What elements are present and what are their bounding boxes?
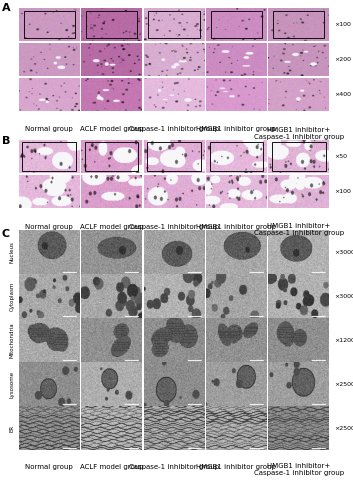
Text: ×3000: ×3000 (334, 294, 353, 298)
Text: Normal group: Normal group (25, 224, 73, 230)
Text: Cytoplasm: Cytoplasm (10, 282, 14, 310)
Bar (86, 10, 137, 38)
Text: ×25000: ×25000 (334, 426, 353, 430)
Text: Mitochondria: Mitochondria (10, 322, 14, 358)
Bar (147, 142, 201, 171)
Bar (22, 142, 76, 171)
Text: ×100: ×100 (334, 189, 351, 194)
Text: Caspase-1 inhibitor group: Caspase-1 inhibitor group (129, 126, 219, 132)
Text: HMGB1 inhibitor+
Caspase-1 inhibitor group: HMGB1 inhibitor+ Caspase-1 inhibitor gro… (254, 126, 344, 140)
Text: Caspase-1 inhibitor group: Caspase-1 inhibitor group (129, 224, 219, 230)
Text: ×12000: ×12000 (334, 338, 353, 342)
Text: ACLF model group: ACLF model group (80, 126, 143, 132)
Text: ×100: ×100 (334, 22, 351, 27)
Text: HMGB1 inhibitor+
Caspase-1 inhibitor group: HMGB1 inhibitor+ Caspase-1 inhibitor gro… (254, 464, 344, 476)
Text: ×400: ×400 (334, 92, 351, 97)
Text: ×200: ×200 (334, 57, 351, 62)
Bar (273, 10, 324, 38)
Text: Lysosome: Lysosome (10, 370, 14, 398)
Text: HMGB1 inhibitor group: HMGB1 inhibitor group (197, 464, 276, 469)
Text: ×3000: ×3000 (334, 250, 353, 254)
Text: A: A (2, 3, 11, 13)
Bar (24, 10, 75, 38)
Text: C: C (2, 229, 10, 239)
Bar (211, 10, 262, 38)
Text: ACLF model group: ACLF model group (80, 464, 143, 469)
Text: HMGB1 inhibitor group: HMGB1 inhibitor group (197, 224, 276, 230)
Bar (272, 142, 325, 171)
Text: Caspase-1 inhibitor group: Caspase-1 inhibitor group (129, 464, 219, 469)
Text: HMGB1 inhibitor group: HMGB1 inhibitor group (197, 126, 276, 132)
Text: Nucleus: Nucleus (10, 241, 14, 263)
Text: ACLF model group: ACLF model group (80, 224, 143, 230)
Text: ×50: ×50 (334, 154, 347, 159)
Bar (148, 10, 199, 38)
Bar (85, 142, 138, 171)
Text: Normal group: Normal group (25, 464, 73, 469)
Bar (210, 142, 263, 171)
Text: ×25000: ×25000 (334, 382, 353, 386)
Text: HMGB1 inhibitor+
Caspase-1 inhibitor group: HMGB1 inhibitor+ Caspase-1 inhibitor gro… (254, 224, 344, 236)
Text: B: B (2, 136, 10, 146)
Text: Normal group: Normal group (25, 126, 73, 132)
Text: ER: ER (10, 424, 14, 432)
